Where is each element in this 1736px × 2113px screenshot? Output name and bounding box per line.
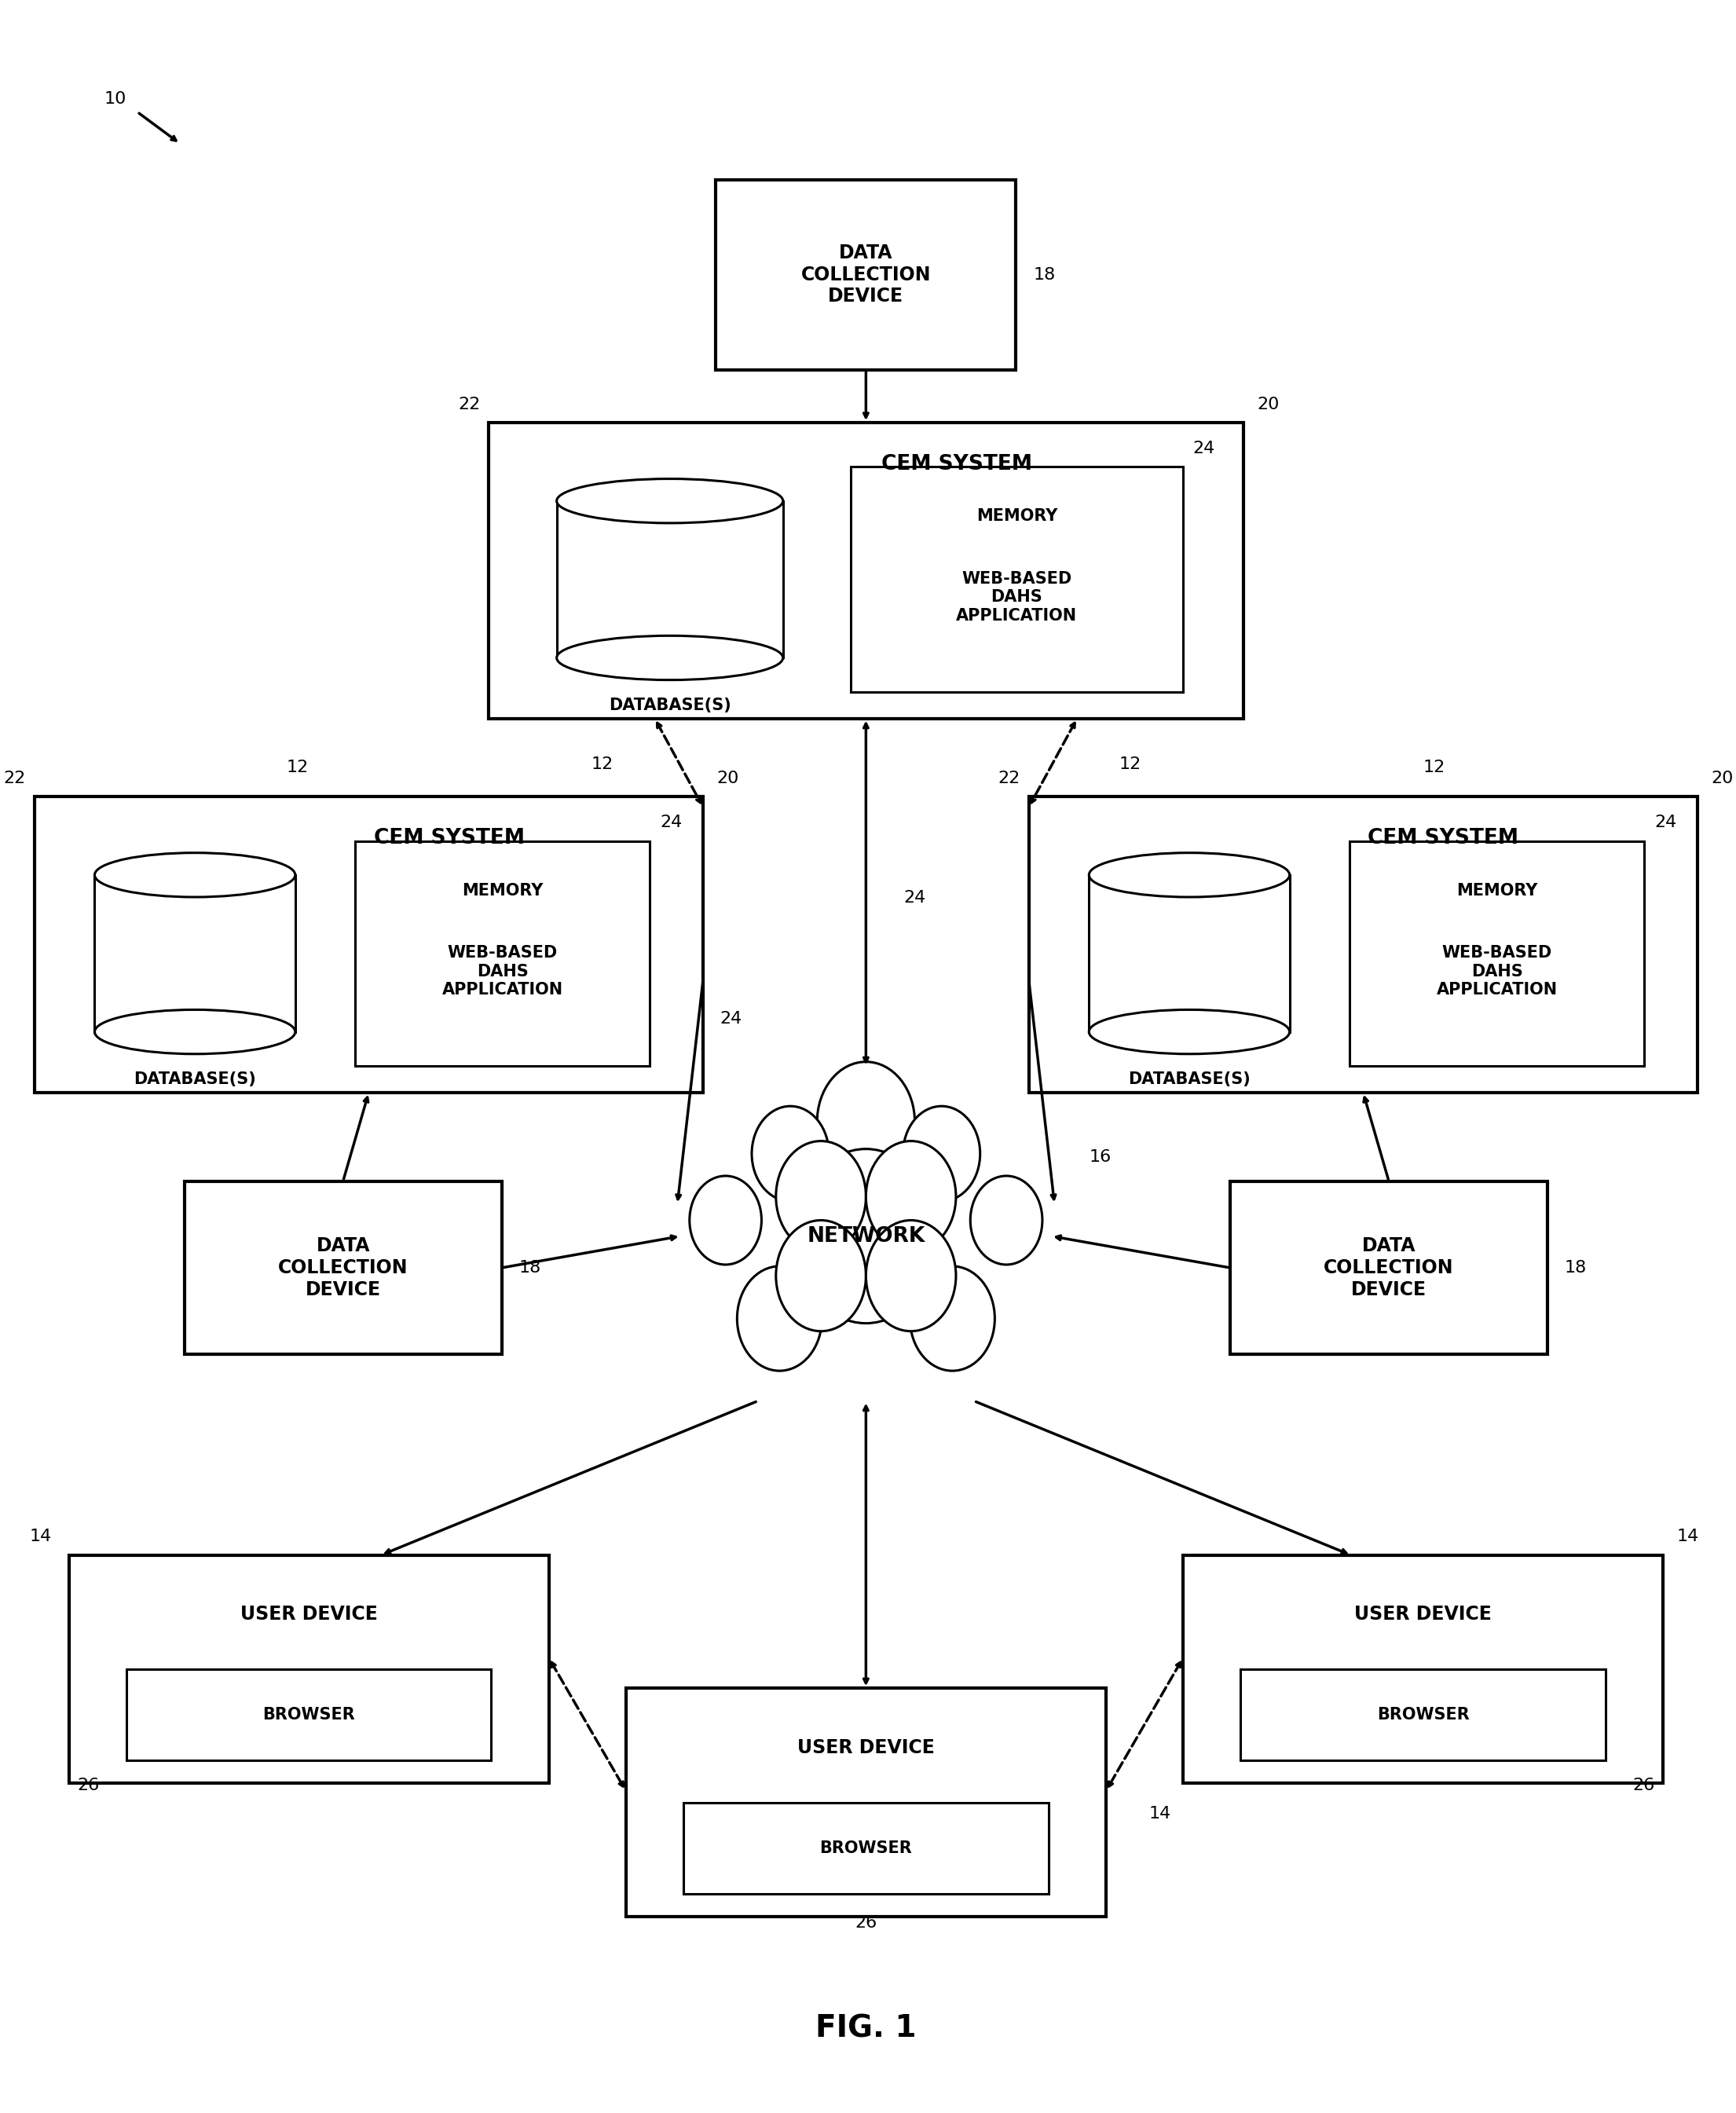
Text: BROWSER: BROWSER bbox=[819, 1840, 911, 1855]
Text: 24: 24 bbox=[904, 890, 925, 906]
Text: 20: 20 bbox=[1712, 771, 1734, 786]
Bar bbox=[184, 1181, 502, 1354]
Text: WEB-BASED
DAHS
APPLICATION: WEB-BASED DAHS APPLICATION bbox=[957, 571, 1078, 623]
Text: USER DEVICE: USER DEVICE bbox=[797, 1739, 934, 1758]
Bar bbox=[356, 841, 649, 1065]
Text: WEB-BASED
DAHS
APPLICATION: WEB-BASED DAHS APPLICATION bbox=[1436, 945, 1557, 997]
Text: 14: 14 bbox=[1677, 1530, 1700, 1545]
Circle shape bbox=[738, 1266, 821, 1371]
Text: DATA
COLLECTION
DEVICE: DATA COLLECTION DEVICE bbox=[1325, 1236, 1453, 1299]
Text: USER DEVICE: USER DEVICE bbox=[1354, 1606, 1491, 1625]
Ellipse shape bbox=[557, 636, 783, 680]
Ellipse shape bbox=[95, 854, 295, 898]
Circle shape bbox=[776, 1221, 866, 1331]
Bar bbox=[1088, 875, 1290, 1031]
Circle shape bbox=[970, 1175, 1042, 1264]
Text: NETWORK: NETWORK bbox=[807, 1226, 925, 1247]
Circle shape bbox=[866, 1221, 957, 1331]
Circle shape bbox=[752, 1107, 828, 1202]
Circle shape bbox=[776, 1141, 866, 1251]
Bar bbox=[1184, 1555, 1663, 1783]
Text: 22: 22 bbox=[3, 771, 26, 786]
Bar bbox=[95, 875, 295, 1031]
Bar bbox=[1231, 1181, 1547, 1354]
Ellipse shape bbox=[95, 1010, 295, 1054]
Bar bbox=[557, 501, 783, 657]
Text: 16: 16 bbox=[1088, 1149, 1111, 1164]
Text: 26: 26 bbox=[78, 1777, 99, 1794]
Text: DATA
COLLECTION
DEVICE: DATA COLLECTION DEVICE bbox=[278, 1236, 408, 1299]
Text: 24: 24 bbox=[1193, 442, 1215, 456]
Text: MEMORY: MEMORY bbox=[976, 509, 1057, 524]
Circle shape bbox=[903, 1107, 981, 1202]
Bar bbox=[1349, 841, 1644, 1065]
Circle shape bbox=[910, 1266, 995, 1371]
Text: DATABASE(S): DATABASE(S) bbox=[609, 697, 731, 714]
Ellipse shape bbox=[1088, 1010, 1290, 1054]
Ellipse shape bbox=[1088, 854, 1290, 898]
Text: 18: 18 bbox=[519, 1259, 542, 1276]
Text: 20: 20 bbox=[717, 771, 740, 786]
Text: BROWSER: BROWSER bbox=[262, 1707, 354, 1722]
Bar bbox=[69, 1555, 549, 1783]
Bar bbox=[35, 797, 703, 1092]
Text: DATA
COLLECTION
DEVICE: DATA COLLECTION DEVICE bbox=[800, 243, 930, 306]
Text: 24: 24 bbox=[1654, 816, 1677, 830]
Circle shape bbox=[818, 1063, 915, 1183]
Text: 26: 26 bbox=[1632, 1777, 1654, 1794]
Text: 24: 24 bbox=[720, 1010, 743, 1027]
Text: BROWSER: BROWSER bbox=[1377, 1707, 1469, 1722]
Bar bbox=[851, 467, 1182, 691]
Ellipse shape bbox=[1088, 854, 1290, 898]
Bar bbox=[490, 423, 1243, 718]
Bar bbox=[684, 1802, 1049, 1893]
Text: 24: 24 bbox=[660, 816, 682, 830]
Text: DATABASE(S): DATABASE(S) bbox=[134, 1071, 257, 1088]
Circle shape bbox=[689, 1175, 762, 1264]
Text: 12: 12 bbox=[1120, 756, 1141, 771]
Ellipse shape bbox=[95, 854, 295, 898]
Bar bbox=[1241, 1669, 1606, 1760]
Text: 22: 22 bbox=[998, 771, 1021, 786]
Ellipse shape bbox=[557, 480, 783, 524]
Text: 26: 26 bbox=[854, 1914, 877, 1931]
Ellipse shape bbox=[557, 480, 783, 524]
Text: DATABASE(S): DATABASE(S) bbox=[1128, 1071, 1250, 1088]
Bar bbox=[627, 1688, 1106, 1916]
Bar bbox=[1029, 797, 1698, 1092]
Bar bbox=[715, 180, 1016, 370]
Text: CEM SYSTEM: CEM SYSTEM bbox=[882, 454, 1031, 473]
Text: 12: 12 bbox=[590, 756, 613, 771]
Bar bbox=[127, 1669, 491, 1760]
Text: CEM SYSTEM: CEM SYSTEM bbox=[1368, 828, 1519, 847]
Text: USER DEVICE: USER DEVICE bbox=[240, 1606, 377, 1625]
Text: MEMORY: MEMORY bbox=[462, 883, 543, 898]
Text: 20: 20 bbox=[1257, 397, 1279, 412]
Text: 10: 10 bbox=[104, 91, 127, 108]
Text: CEM SYSTEM: CEM SYSTEM bbox=[373, 828, 524, 847]
Text: 12: 12 bbox=[1424, 761, 1446, 775]
Text: 12: 12 bbox=[286, 761, 309, 775]
Text: FIG. 1: FIG. 1 bbox=[816, 2014, 917, 2043]
Text: 14: 14 bbox=[30, 1530, 52, 1545]
Text: 18: 18 bbox=[1033, 266, 1055, 283]
Text: 22: 22 bbox=[458, 397, 481, 412]
Circle shape bbox=[795, 1149, 937, 1323]
Text: 18: 18 bbox=[1564, 1259, 1587, 1276]
Text: 14: 14 bbox=[1149, 1807, 1172, 1821]
Text: WEB-BASED
DAHS
APPLICATION: WEB-BASED DAHS APPLICATION bbox=[443, 945, 562, 997]
Text: MEMORY: MEMORY bbox=[1457, 883, 1538, 898]
Circle shape bbox=[866, 1141, 957, 1251]
